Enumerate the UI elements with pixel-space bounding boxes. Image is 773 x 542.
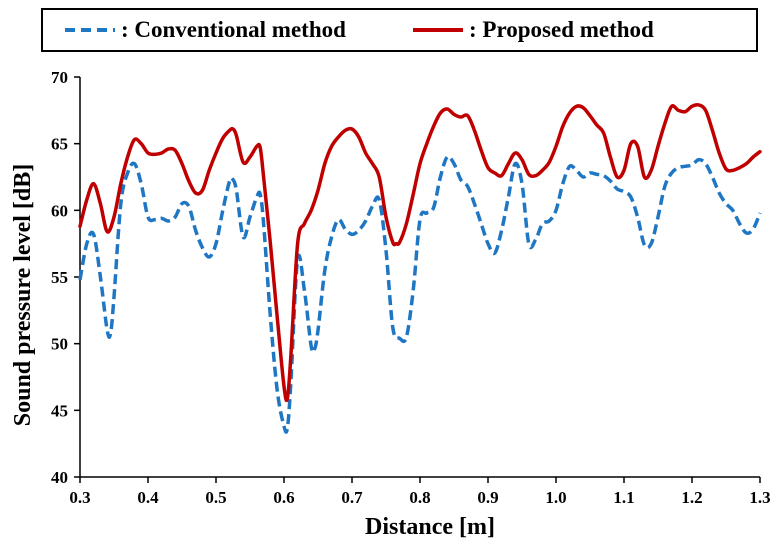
y-tick-label: 50 <box>51 335 68 354</box>
series-line-conventional <box>78 154 762 434</box>
x-tick-label: 0.5 <box>205 488 226 507</box>
x-tick-label: 0.4 <box>137 488 159 507</box>
axes <box>74 76 761 483</box>
legend-swatch-solid-line <box>413 28 463 32</box>
y-axis-title: Sound pressure level [dB] <box>10 164 36 427</box>
y-tick-label: 40 <box>51 468 68 487</box>
x-tick-label: 1.3 <box>749 488 770 507</box>
tick-labels: 0.3 0.4 0.5 0.6 0.7 0.8 0.9 1.0 1.1 1.2 1.3 40 45 50 5… <box>51 68 771 507</box>
y-tick-label: 70 <box>51 68 68 87</box>
x-axis-title: Distance [m] <box>365 514 495 540</box>
x-tick-label: 1.1 <box>613 488 634 507</box>
x-tick-label: 1.0 <box>545 488 566 507</box>
series-layer <box>78 103 762 434</box>
y-tick-label: 60 <box>51 201 68 220</box>
x-tick-label: 0.7 <box>341 488 363 507</box>
legend-item-conventional: : Conventional method <box>65 10 346 50</box>
x-tick-label: 1.2 <box>681 488 702 507</box>
legend-swatch-dashed-line <box>65 28 115 32</box>
x-tick-label: 0.6 <box>273 488 294 507</box>
y-tick-label: 65 <box>51 135 68 154</box>
x-tick-label: 0.3 <box>69 488 90 507</box>
legend-label-conventional: : Conventional method <box>121 17 346 42</box>
x-tick-label: 0.9 <box>477 488 498 507</box>
legend: : Conventional method : Proposed method <box>41 8 758 52</box>
y-tick-label: 45 <box>51 401 68 420</box>
x-tick-label: 0.8 <box>409 488 430 507</box>
legend-item-proposed: : Proposed method <box>413 10 654 50</box>
series-line-proposed <box>78 103 762 403</box>
y-tick-label: 55 <box>51 268 68 287</box>
legend-label-proposed: : Proposed method <box>469 17 654 42</box>
